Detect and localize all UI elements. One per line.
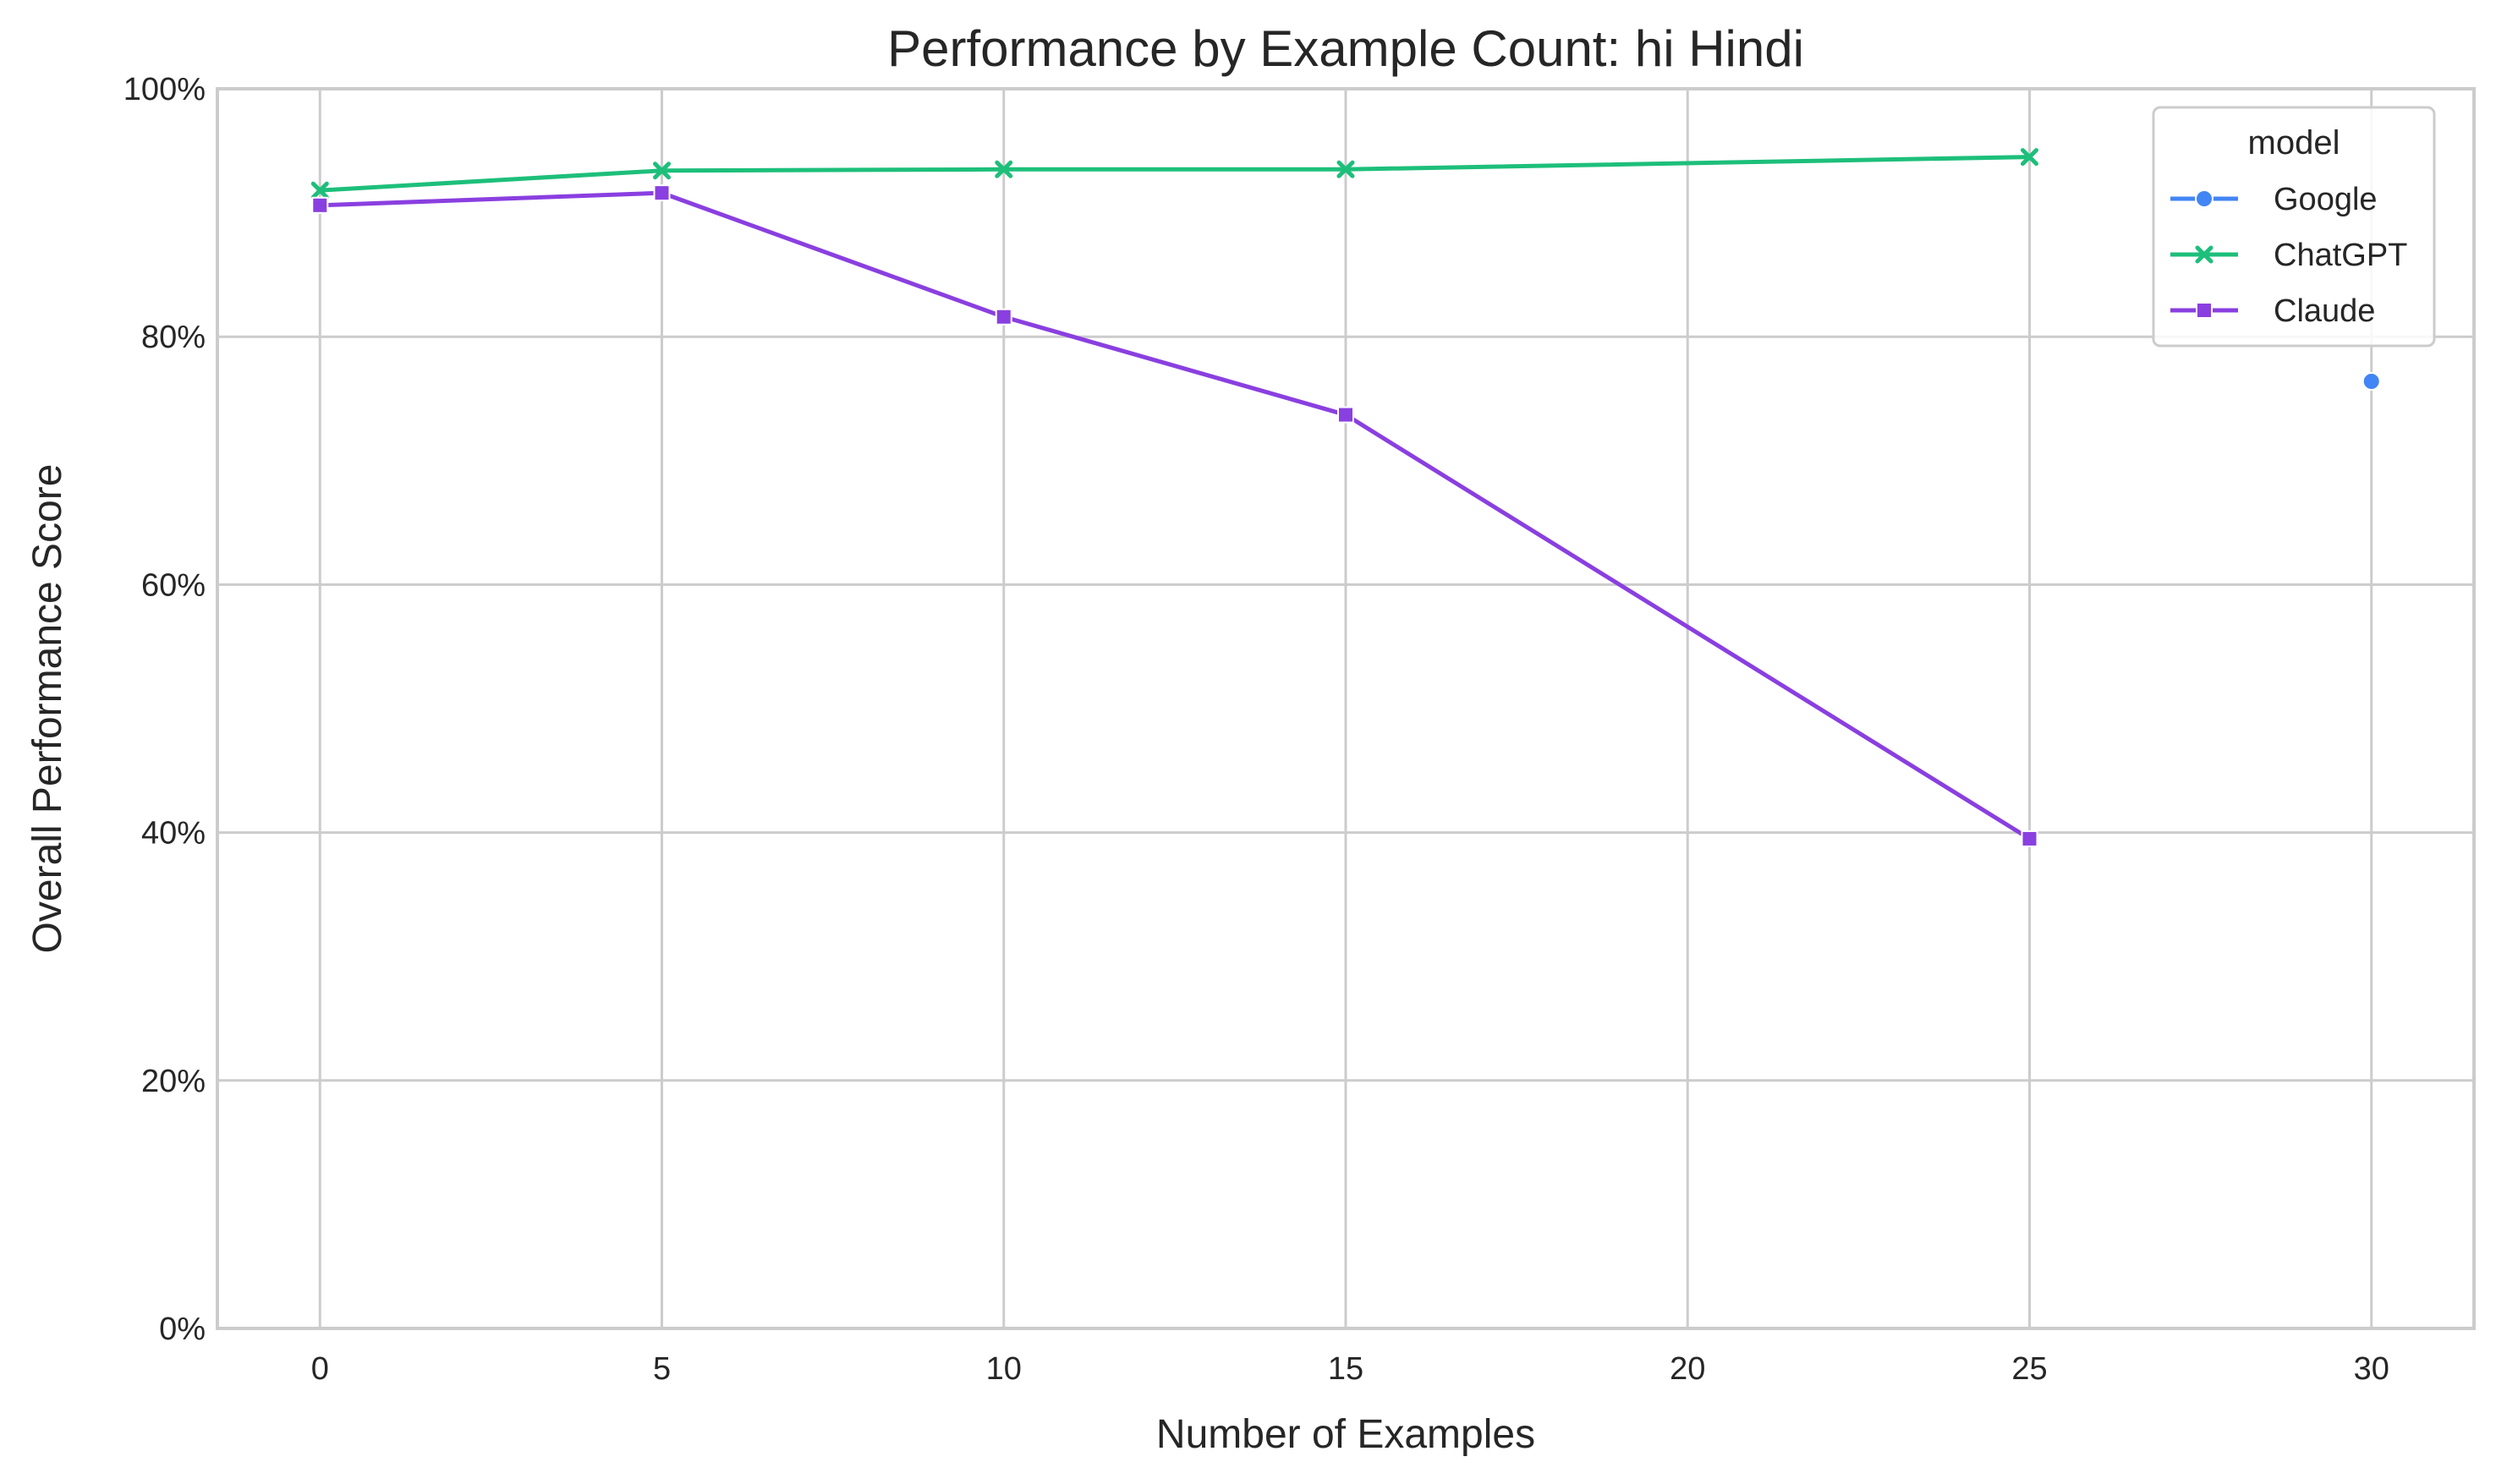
chatgpt-point [995,160,1013,178]
chart-title: Performance by Example Count: hi Hindi [887,20,1804,77]
series-google [2362,371,2381,391]
legend-marker [2196,302,2213,319]
legend: model Google ChatGPT Claude [2152,106,2436,348]
chatgpt-point [2020,148,2038,167]
y-tick-label: 80% [141,320,206,355]
legend-label: Claude [2274,293,2375,329]
x-tick-label: 0 [311,1351,329,1387]
chatgpt-point [1336,160,1355,178]
x-tick-label: 30 [2354,1351,2389,1387]
claude-point [1337,406,1354,424]
plot-frame [216,87,2476,1330]
legend-items: Google ChatGPT Claude [2170,182,2407,329]
series-layer [310,148,2381,847]
y-axis-title: Overall Performance Score [25,464,70,954]
claude-point [2021,830,2038,847]
y-tick-label: 0% [159,1312,206,1347]
y-tick-label: 100% [123,72,206,107]
x-tick-label: 5 [653,1351,671,1387]
x-tick-label: 15 [1328,1351,1363,1387]
x-axis-title: Number of Examples [1156,1412,1535,1457]
claude-point [653,184,671,202]
legend-title: model [2248,124,2340,162]
legend-marker [2195,189,2213,208]
x-tick-label: 25 [2011,1351,2047,1387]
chatgpt-point [310,181,329,200]
y-tick-label: 60% [141,567,206,603]
legend-label: Google [2274,182,2378,217]
y-tick-label: 40% [141,816,206,852]
series-claude [311,184,2038,847]
series-chatgpt [310,148,2038,200]
x-tick-label: 10 [986,1351,1022,1387]
claude-point [311,196,329,214]
tick-labels: 0% 20% 40% 60% 80% 100% 0 5 10 15 20 25 30 [123,72,2389,1387]
claude-point [995,308,1012,326]
legend-box [2152,106,2436,348]
x-tick-label: 20 [1670,1351,1705,1387]
y-tick-label: 20% [141,1064,206,1099]
legend-item-claude: Claude [2170,293,2375,329]
legend-item-chatgpt: ChatGPT [2170,238,2407,273]
legend-label: ChatGPT [2274,238,2407,273]
google-point [2362,371,2381,391]
chatgpt-point [653,162,672,180]
legend-item-google: Google [2170,182,2378,217]
legend-marker [2195,245,2213,264]
